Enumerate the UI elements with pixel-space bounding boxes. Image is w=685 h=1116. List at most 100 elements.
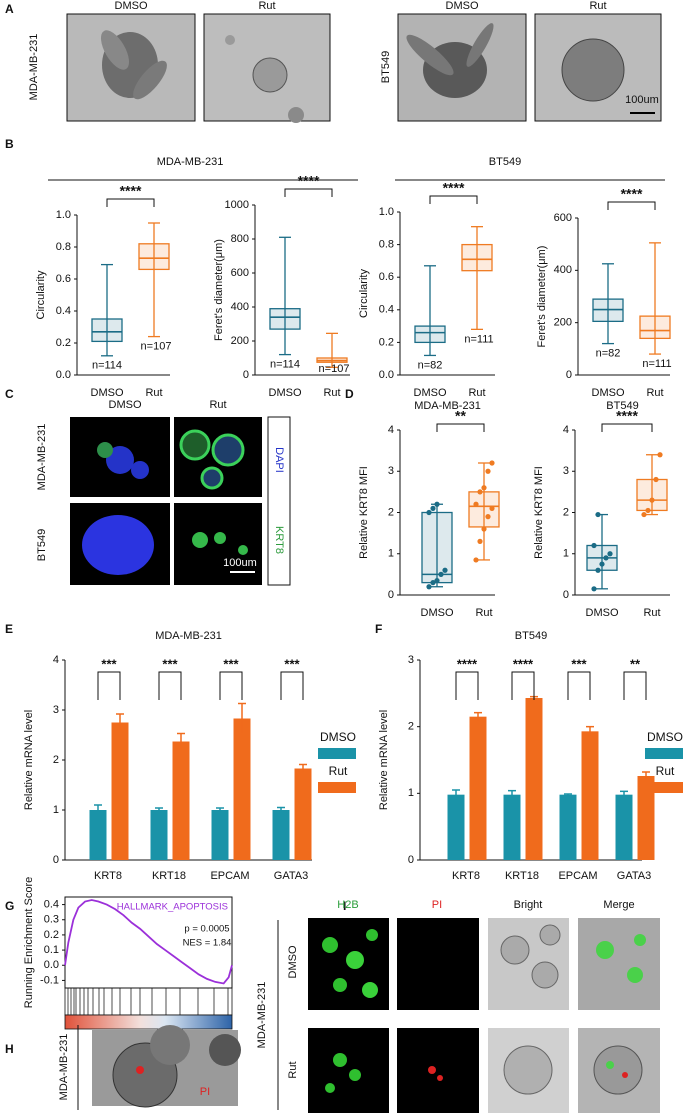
significance-label: **** xyxy=(120,183,142,199)
x-tick-label: EPCAM xyxy=(558,870,597,882)
y-tick-label: 2 xyxy=(408,721,414,733)
n-label: n=111 xyxy=(464,333,493,345)
scale-bar-label: 100um xyxy=(625,94,659,106)
panel-letter: C xyxy=(5,387,14,401)
significance-label: **** xyxy=(298,173,320,189)
n-label: n=107 xyxy=(319,363,350,375)
y-tick-label: 0.2 xyxy=(379,336,394,348)
y-tick-label: 1 xyxy=(408,787,414,799)
column-label: Bright xyxy=(514,899,543,911)
row-label: Rut xyxy=(287,1061,299,1078)
x-tick-label: Rut xyxy=(643,607,660,619)
box xyxy=(636,478,668,512)
decoration xyxy=(333,978,347,992)
bar xyxy=(211,810,229,860)
significance-bracket xyxy=(455,671,479,700)
y-tick-label: 1.0 xyxy=(56,209,71,221)
bar xyxy=(233,718,251,860)
decoration xyxy=(561,38,625,102)
x-tick-label: Rut xyxy=(323,387,340,399)
chart-title: MDA-MB-231 xyxy=(155,630,222,642)
panel-letter: D xyxy=(345,387,354,401)
channel-label: KRT8 xyxy=(273,526,285,554)
x-tick-label: Rut xyxy=(468,387,485,399)
x-tick-label: DMSO xyxy=(269,387,302,399)
bar xyxy=(637,776,655,860)
y-tick-label: 0.6 xyxy=(379,271,394,283)
decoration xyxy=(437,1075,443,1081)
annotation: NES = 1.84 xyxy=(183,938,232,949)
data-point xyxy=(481,485,487,491)
micrograph xyxy=(66,13,662,123)
decoration xyxy=(64,1014,233,1030)
data-point xyxy=(426,509,432,516)
decoration xyxy=(606,1061,614,1069)
decoration xyxy=(406,34,454,76)
significance-label: **** xyxy=(513,656,534,671)
legend-label: DMSO xyxy=(320,730,356,744)
y-tick-label: 4 xyxy=(53,654,59,666)
data-point xyxy=(477,538,483,544)
x-tick-label: Rut xyxy=(145,387,162,399)
enrichment-line xyxy=(64,899,233,985)
x-tick-label: GATA3 xyxy=(617,870,651,882)
data-point xyxy=(442,567,448,573)
x-tick-label: KRT18 xyxy=(505,870,539,882)
y-axis-label: Circularity xyxy=(35,270,47,319)
y-axis-label: Running Enrichment Score xyxy=(23,877,35,1008)
x-tick-label: Rut xyxy=(646,387,663,399)
significance-bracket xyxy=(601,423,653,432)
significance-bracket xyxy=(429,195,478,204)
decoration xyxy=(131,461,149,479)
y-tick-label: 2 xyxy=(388,506,394,518)
micrograph xyxy=(92,1025,241,1108)
decoration xyxy=(531,961,559,989)
data-point xyxy=(599,561,605,567)
decoration xyxy=(627,967,643,983)
x-tick-label: GATA3 xyxy=(274,870,308,882)
data-point xyxy=(473,557,479,563)
box xyxy=(639,315,671,340)
data-point xyxy=(477,489,483,495)
decoration xyxy=(322,937,338,953)
x-tick-label: DMSO xyxy=(414,387,447,399)
group-title: MDA-MB-231 xyxy=(157,156,224,168)
decoration xyxy=(308,1028,389,1113)
panel-letter: A xyxy=(5,2,14,16)
n-label: n=114 xyxy=(270,359,300,371)
y-tick-label: 600 xyxy=(231,267,249,279)
decoration xyxy=(133,60,167,100)
y-tick-label: -0.1 xyxy=(40,974,59,986)
x-tick-label: DMSO xyxy=(592,387,625,399)
decoration xyxy=(238,545,248,555)
group-title: BT549 xyxy=(489,156,521,168)
data-point xyxy=(485,468,491,474)
panel-letter: G xyxy=(5,899,14,913)
significance-bracket xyxy=(280,671,304,700)
decoration xyxy=(150,1025,190,1065)
x-tick-label: KRT8 xyxy=(452,870,480,882)
data-point xyxy=(485,514,491,520)
x-tick-label: KRT18 xyxy=(152,870,186,882)
significance-bracket xyxy=(607,201,656,210)
decoration xyxy=(362,982,378,998)
y-tick-label: 1 xyxy=(53,804,59,816)
legend-swatch xyxy=(645,782,683,793)
data-point xyxy=(657,452,663,458)
significance-bracket xyxy=(511,671,535,700)
y-axis-label: Circularity xyxy=(358,269,370,318)
y-tick-label: 0.4 xyxy=(379,304,394,316)
y-tick-label: 4 xyxy=(563,424,569,436)
box xyxy=(468,491,500,528)
decoration xyxy=(64,987,233,1016)
scale-bar-label: 100um xyxy=(223,557,257,569)
y-tick-label: 1 xyxy=(388,548,394,560)
y-axis-label: Relative KRT8 MFI xyxy=(358,466,370,559)
significance-label: ** xyxy=(630,656,641,671)
decoration xyxy=(225,35,235,45)
bar xyxy=(294,768,312,860)
x-tick-label: Rut xyxy=(475,607,492,619)
bar xyxy=(89,810,107,860)
significance-bracket xyxy=(623,671,647,700)
decoration xyxy=(333,1053,347,1067)
